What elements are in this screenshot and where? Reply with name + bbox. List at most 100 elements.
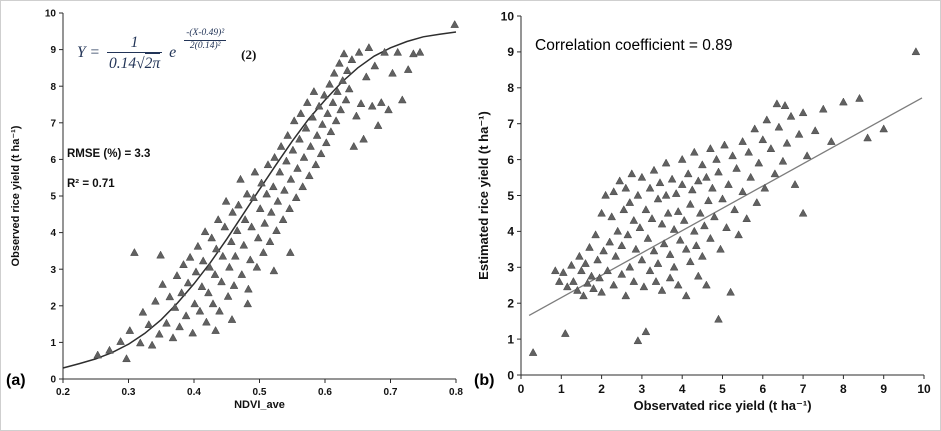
data-point (681, 244, 691, 253)
x-tick-label: 0.2 (56, 387, 70, 398)
data-point (217, 277, 226, 286)
data-point (211, 325, 220, 334)
data-point (321, 138, 331, 147)
data-point (190, 299, 200, 308)
data-point (156, 250, 165, 259)
data-point (661, 190, 671, 199)
data-point (151, 296, 160, 305)
data-point (641, 205, 651, 214)
data-point (712, 154, 721, 163)
correlation-text: Correlation coefficient = 0.89 (535, 37, 733, 54)
data-point (232, 226, 242, 234)
data-point (855, 93, 864, 102)
data-point (687, 185, 697, 194)
data-point (621, 183, 631, 192)
data-point (579, 291, 588, 300)
data-point (301, 123, 311, 132)
data-point (627, 169, 637, 178)
data-point (207, 233, 217, 242)
y-axis-label: Estimated rice yield (t ha⁻¹) (476, 111, 491, 280)
data-point (208, 299, 218, 308)
data-point (599, 246, 608, 255)
data-point (645, 183, 655, 192)
y-tick-label: 4 (50, 228, 56, 239)
data-point (754, 158, 764, 167)
data-point (826, 136, 836, 145)
data-point (879, 124, 889, 133)
x-tick-label: 0 (518, 382, 525, 396)
data-point (291, 193, 301, 201)
data-point (623, 230, 633, 239)
data-point (179, 260, 188, 268)
data-point (138, 307, 148, 316)
data-point (679, 215, 689, 224)
data-point (558, 267, 568, 276)
data-point (356, 99, 366, 107)
data-point (268, 182, 278, 191)
data-point (323, 108, 332, 117)
data-point (631, 244, 641, 253)
data-point (269, 266, 279, 275)
data-point (278, 215, 288, 223)
data-point (637, 255, 647, 264)
data-point (200, 227, 210, 236)
fit-curve (62, 31, 457, 369)
data-point (653, 194, 663, 203)
data-point (720, 140, 729, 149)
data-point (780, 100, 790, 109)
data-point (309, 86, 319, 95)
data-point (105, 345, 114, 354)
data-point (230, 251, 240, 260)
data-point (250, 167, 260, 176)
data-point (342, 66, 352, 74)
x-tick-label: 2 (598, 382, 605, 396)
data-point (304, 171, 314, 180)
x-tick-label: 1 (558, 382, 565, 396)
data-point (260, 218, 270, 227)
data-point (388, 68, 397, 77)
data-point (609, 187, 619, 196)
y-tick-label: 0 (50, 375, 56, 386)
data-point (225, 262, 234, 271)
data-point (603, 266, 612, 275)
sqrt-argument: 2π (144, 53, 161, 73)
data-point (802, 151, 812, 160)
data-point (314, 101, 324, 110)
data-point (245, 255, 255, 264)
data-point (673, 206, 683, 215)
data-point (818, 104, 828, 113)
data-point (708, 183, 717, 192)
data-point (732, 163, 741, 172)
data-point (227, 314, 237, 323)
data-point (734, 230, 743, 239)
scatter-plot-a: 0.2 0.3 0.4 0.5 0.6 0.7 0.8 0 1 2 3 4 5 6 7 8 9 10 NDVI_av… (10, 9, 463, 411)
data-point (288, 145, 298, 154)
data-point (370, 61, 380, 70)
data-point (778, 156, 788, 165)
fraction-numerator: 1 (106, 33, 163, 54)
data-point (259, 247, 268, 256)
data-point (637, 172, 647, 181)
data-point (774, 122, 784, 131)
data-point (255, 204, 265, 212)
data-point (293, 163, 302, 172)
data-point (364, 43, 374, 51)
data-point (669, 262, 679, 271)
data-point (633, 336, 643, 345)
data-point (311, 160, 321, 169)
data-point (635, 223, 645, 231)
data-point (130, 247, 139, 256)
data-point (244, 284, 253, 293)
data-point (583, 278, 592, 287)
y-tick-label: 0 (507, 368, 514, 382)
data-point (689, 226, 699, 235)
data-point (285, 247, 295, 256)
sqrt-sign: √ (136, 55, 145, 73)
x-tick-label: 0.7 (384, 387, 398, 398)
data-point (172, 271, 182, 279)
data-point (393, 47, 403, 56)
y-tick-label: 7 (507, 117, 514, 131)
data-point (760, 183, 770, 192)
x-axis-label: Observated rice yield (t ha⁻¹) (633, 398, 811, 413)
data-point (681, 291, 691, 300)
